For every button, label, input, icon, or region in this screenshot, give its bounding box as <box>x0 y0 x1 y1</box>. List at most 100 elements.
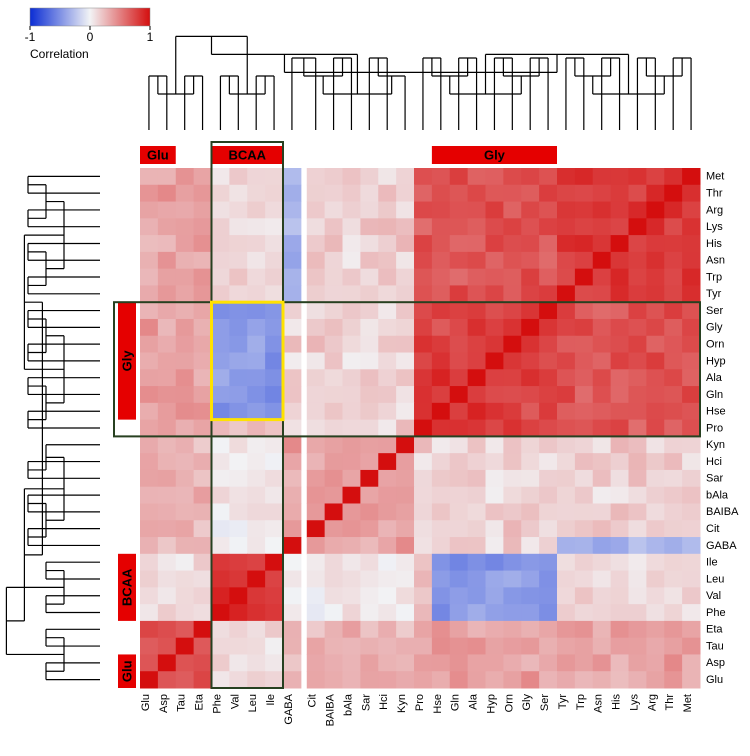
col-label: Gly <box>521 694 533 711</box>
heatmap-cell <box>611 269 629 286</box>
heatmap-cell <box>539 470 557 487</box>
heatmap-cell <box>325 503 343 520</box>
heatmap-cell <box>307 554 325 571</box>
heatmap-cell <box>176 453 194 470</box>
heatmap-cell <box>539 587 557 604</box>
heatmap-cell <box>486 386 504 403</box>
heatmap-cell <box>247 604 265 621</box>
heatmap-cell <box>629 218 647 235</box>
heatmap-cell <box>468 336 486 353</box>
heatmap-cell <box>646 218 664 235</box>
heatmap-cell <box>450 537 468 554</box>
heatmap-cell <box>211 285 229 302</box>
heatmap-cell <box>521 571 539 588</box>
heatmap-cell <box>664 671 682 688</box>
heatmap-cell <box>539 638 557 655</box>
heatmap-cell <box>211 671 229 688</box>
heatmap-cell <box>629 336 647 353</box>
heatmap-cell <box>343 554 361 571</box>
heatmap-cell <box>432 621 450 638</box>
heatmap-cell <box>664 453 682 470</box>
col-label: Asp <box>158 694 170 713</box>
heatmap-cell <box>414 453 432 470</box>
heatmap-cell <box>247 386 265 403</box>
heatmap-cell <box>194 571 212 588</box>
heatmap-cell <box>176 302 194 319</box>
heatmap-cell <box>396 285 414 302</box>
heatmap-cell <box>211 638 229 655</box>
heatmap-cell <box>646 269 664 286</box>
heatmap-cell <box>682 369 700 386</box>
heatmap-cell <box>396 369 414 386</box>
left-group-strips: GluBCAAGly <box>118 302 136 688</box>
heatmap-cell <box>575 554 593 571</box>
heatmap-cell <box>247 269 265 286</box>
col-label: Ala <box>468 693 480 710</box>
heatmap-cell <box>283 403 301 420</box>
row-label: Ser <box>706 305 723 317</box>
heatmap-cell <box>468 319 486 336</box>
color-legend-bar <box>30 8 150 26</box>
heatmap-cell <box>575 503 593 520</box>
heatmap-cell <box>194 319 212 336</box>
heatmap-cell <box>176 587 194 604</box>
heatmap-cell <box>307 436 325 453</box>
heatmap-cell <box>378 638 396 655</box>
heatmap-cell <box>211 621 229 638</box>
heatmap-cell <box>343 185 361 202</box>
heatmap-cell <box>414 571 432 588</box>
heatmap-cell <box>629 638 647 655</box>
col-label: Hyp <box>485 694 497 714</box>
heatmap-cell <box>593 218 611 235</box>
heatmap-cell <box>194 235 212 252</box>
heatmap-cell <box>247 621 265 638</box>
heatmap-cell <box>140 252 158 269</box>
heatmap-cell <box>682 587 700 604</box>
heatmap-cell <box>283 503 301 520</box>
heatmap-cell <box>283 420 301 437</box>
heatmap-cell <box>176 671 194 688</box>
heatmap-cell <box>343 587 361 604</box>
heatmap-cell <box>414 218 432 235</box>
heatmap-cell <box>593 336 611 353</box>
heatmap-cell <box>611 235 629 252</box>
row-label: Met <box>706 171 724 183</box>
heatmap-cell <box>629 654 647 671</box>
heatmap-cell <box>557 185 575 202</box>
heatmap-cell <box>664 554 682 571</box>
heatmap-cell <box>283 470 301 487</box>
heatmap-cell <box>378 470 396 487</box>
heatmap-cell <box>664 604 682 621</box>
heatmap-cell <box>593 436 611 453</box>
heatmap-cell <box>539 436 557 453</box>
heatmap-cell <box>450 470 468 487</box>
heatmap-cell <box>503 654 521 671</box>
heatmap-cell <box>575 571 593 588</box>
heatmap-cell <box>325 353 343 370</box>
heatmap-cell <box>229 252 247 269</box>
heatmap-cell <box>396 353 414 370</box>
row-label: bAla <box>706 489 729 501</box>
heatmap-cell <box>503 470 521 487</box>
heatmap-cell <box>682 252 700 269</box>
heatmap-cell <box>283 269 301 286</box>
heatmap-cell <box>629 252 647 269</box>
heatmap-cell <box>468 487 486 504</box>
heatmap-cell <box>176 621 194 638</box>
heatmap-cell <box>307 218 325 235</box>
heatmap-cell <box>646 487 664 504</box>
heatmap-cell <box>211 436 229 453</box>
heatmap-cell <box>194 369 212 386</box>
heatmap-cell <box>283 638 301 655</box>
heatmap-cell <box>343 453 361 470</box>
heatmap-cell <box>307 235 325 252</box>
heatmap-cell <box>158 654 176 671</box>
heatmap-cell <box>283 453 301 470</box>
heatmap-cell <box>539 604 557 621</box>
heatmap-cell <box>682 319 700 336</box>
heatmap-cell <box>414 185 432 202</box>
heatmap-cell <box>229 554 247 571</box>
heatmap-cell <box>486 554 504 571</box>
heatmap-cell <box>283 202 301 219</box>
heatmap-cell <box>307 537 325 554</box>
